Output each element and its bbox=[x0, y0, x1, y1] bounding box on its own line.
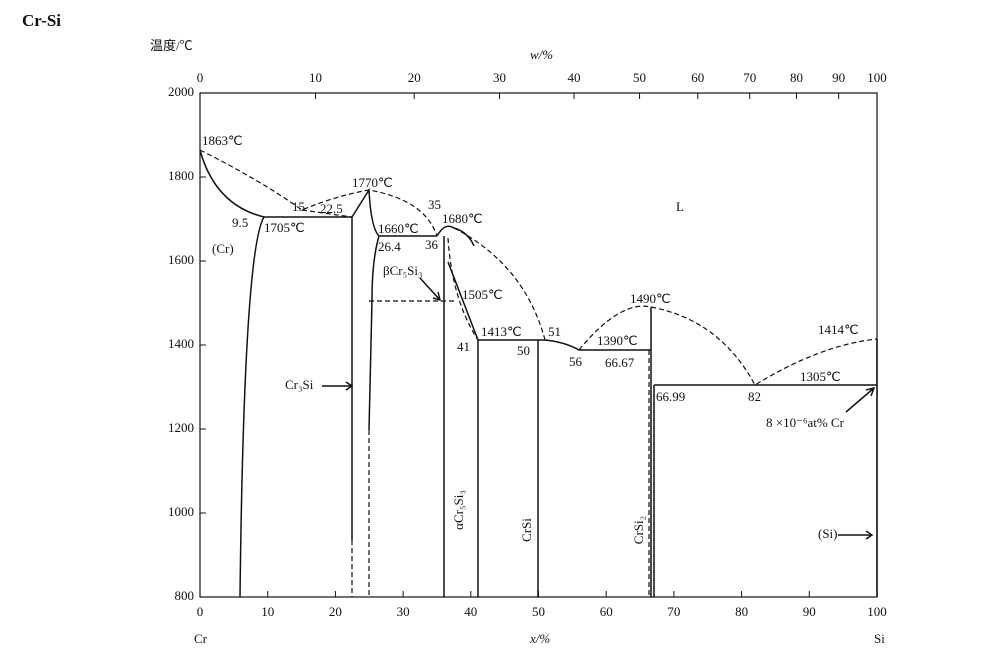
annotation: 15 bbox=[292, 199, 305, 214]
annotation: 56 bbox=[569, 354, 583, 369]
annotation: 1414℃ bbox=[818, 322, 859, 337]
annotation: 36 bbox=[425, 237, 439, 252]
annotation: 82 bbox=[748, 389, 761, 404]
annotation: CrSi₂ bbox=[631, 516, 646, 544]
x-tick-label: 10 bbox=[261, 604, 274, 619]
y-tick-label: 2000 bbox=[168, 84, 194, 99]
annotation: 26.4 bbox=[378, 239, 401, 254]
top-tick-label: 0 bbox=[197, 70, 204, 85]
top-tick-label: 40 bbox=[567, 70, 580, 85]
top-axis-label: w/% bbox=[530, 47, 553, 62]
annotation: αCr₅Si₃ bbox=[451, 490, 466, 530]
annotation: 1705℃ bbox=[264, 220, 305, 235]
title: Cr-Si bbox=[22, 11, 61, 30]
annotation: 1660℃ bbox=[378, 221, 419, 236]
y-axis-label: 温度/℃ bbox=[150, 38, 193, 53]
y-tick-label: 1400 bbox=[168, 336, 194, 351]
x-axis-label: x/% bbox=[529, 631, 550, 646]
annotation: 51 bbox=[548, 324, 561, 339]
x-tick-label: 80 bbox=[735, 604, 748, 619]
y-tick-label: 1600 bbox=[168, 252, 194, 267]
annotation: 1490℃ bbox=[630, 291, 671, 306]
annotation: 66.67 bbox=[605, 355, 635, 370]
annotation: 22.5 bbox=[320, 201, 343, 216]
annotation: 1305℃ bbox=[800, 369, 841, 384]
top-tick-label: 80 bbox=[790, 70, 803, 85]
top-tick-label: 60 bbox=[691, 70, 704, 85]
annotation: 50 bbox=[517, 343, 530, 358]
x-tick-label: 100 bbox=[867, 604, 887, 619]
x-tick-label: 40 bbox=[464, 604, 477, 619]
annotation: 41 bbox=[457, 339, 470, 354]
x-tick-label: 0 bbox=[197, 604, 204, 619]
annotation: 1770℃ bbox=[352, 175, 393, 190]
annotation: 1413℃ bbox=[481, 324, 522, 339]
annotation: Cr₃Si bbox=[285, 377, 314, 392]
y-tick-label: 1200 bbox=[168, 420, 194, 435]
annotation: 35 bbox=[428, 197, 441, 212]
top-tick-label: 100 bbox=[867, 70, 887, 85]
y-tick-label: 800 bbox=[175, 588, 195, 603]
x-tick-label: 50 bbox=[532, 604, 545, 619]
top-tick-label: 50 bbox=[633, 70, 646, 85]
annotation: L bbox=[676, 199, 684, 214]
top-tick-label: 70 bbox=[743, 70, 756, 85]
top-tick-label: 30 bbox=[493, 70, 506, 85]
right-end-label: Si bbox=[874, 631, 885, 646]
annotation: βCr₅Si₃ bbox=[383, 263, 423, 278]
left-end-label: Cr bbox=[194, 631, 208, 646]
x-tick-label: 60 bbox=[600, 604, 613, 619]
annotation: (Si) bbox=[818, 526, 838, 541]
annotation: 1390℃ bbox=[597, 333, 638, 348]
annotation: 66.99 bbox=[656, 389, 685, 404]
y-tick-label: 1800 bbox=[168, 168, 194, 183]
x-tick-label: 90 bbox=[803, 604, 816, 619]
top-tick-label: 90 bbox=[832, 70, 845, 85]
annotation: 1680℃ bbox=[442, 211, 483, 226]
annotation: 9.5 bbox=[232, 215, 248, 230]
annotation: 1505℃ bbox=[462, 287, 503, 302]
annotation: (Cr) bbox=[212, 241, 234, 256]
annotation: 8 ×10⁻⁶at% Cr bbox=[766, 415, 845, 430]
top-tick-label: 20 bbox=[408, 70, 421, 85]
annotation: 1863℃ bbox=[202, 133, 243, 148]
x-tick-label: 30 bbox=[397, 604, 410, 619]
x-tick-label: 20 bbox=[329, 604, 342, 619]
phase-lines bbox=[199, 149, 878, 598]
annotation: CrSi bbox=[519, 518, 534, 542]
y-tick-label: 1000 bbox=[168, 504, 194, 519]
x-tick-label: 70 bbox=[667, 604, 680, 619]
top-tick-label: 10 bbox=[309, 70, 322, 85]
